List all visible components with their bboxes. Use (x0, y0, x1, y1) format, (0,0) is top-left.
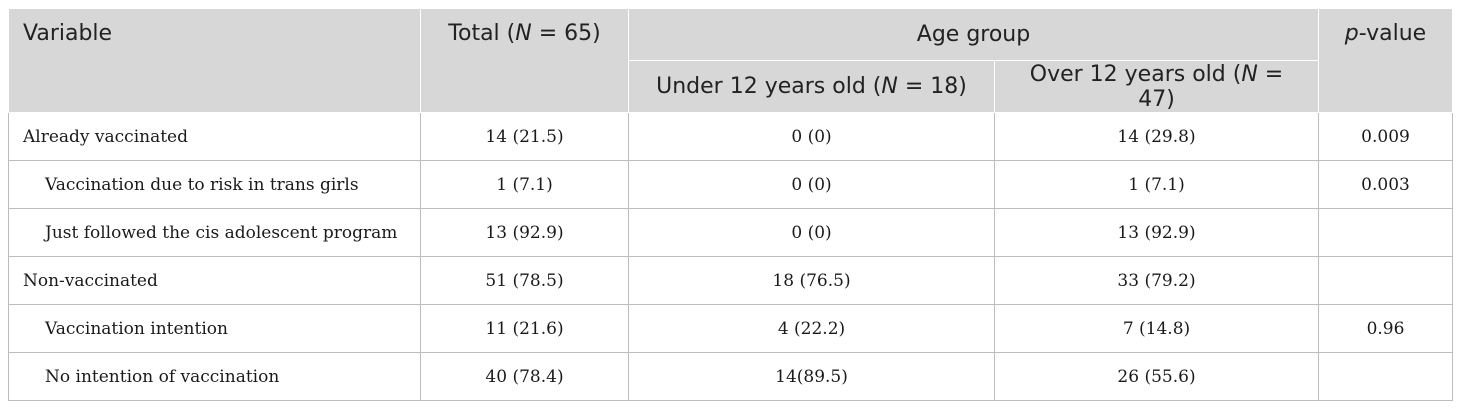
cell-under-12: 18 (76.5) (628, 256, 995, 305)
table-row: Non-vaccinated 51 (78.5) 18 (76.5) 33 (7… (8, 256, 1453, 305)
cell-over-12: 26 (55.6) (994, 352, 1319, 401)
header-age-group: Age group (628, 8, 1319, 61)
row-label: Already vaccinated (8, 112, 421, 161)
cell-p-value: 0.96 (1318, 304, 1453, 353)
header-variable: Variable (8, 8, 421, 113)
table-row: Vaccination due to risk in trans girls 1… (8, 160, 1453, 209)
cell-under-12: 0 (0) (628, 112, 995, 161)
cell-total: 51 (78.5) (420, 256, 629, 305)
header-row-2: Under 12 years old (N = 18) Over 12 year… (9, 60, 1453, 113)
row-label: Vaccination intention (8, 304, 421, 353)
header-p-value: p-value (1318, 8, 1453, 113)
cell-under-12: 4 (22.2) (628, 304, 995, 353)
header-row-1: Variable Total (N = 65) Age group p-valu… (8, 8, 1453, 113)
header-under-12: Under 12 years old (N = 18) (628, 60, 995, 113)
cell-p-value: 0.003 (1318, 160, 1453, 209)
table-row: Already vaccinated 14 (21.5) 0 (0) 14 (2… (8, 112, 1453, 161)
cell-over-12: 14 (29.8) (994, 112, 1319, 161)
row-label: No intention of vaccination (8, 352, 421, 401)
row-label: Vaccination due to risk in trans girls (8, 160, 421, 209)
cell-p-value (1318, 208, 1453, 257)
cell-over-12: 7 (14.8) (994, 304, 1319, 353)
header-total: Total (N = 65) (420, 8, 629, 113)
cell-total: 14 (21.5) (420, 112, 629, 161)
vaccination-table: Variable Total (N = 65) Age group p-valu… (8, 8, 1453, 401)
table-header: Variable Total (N = 65) Age group p-valu… (8, 8, 1453, 113)
row-label: Non-vaccinated (8, 256, 421, 305)
cell-under-12: 0 (0) (628, 208, 995, 257)
cell-p-value: 0.009 (1318, 112, 1453, 161)
cell-total: 13 (92.9) (420, 208, 629, 257)
table-row: No intention of vaccination 40 (78.4) 14… (8, 352, 1453, 401)
data-table-container: Variable Total (N = 65) Age group p-valu… (8, 8, 1453, 401)
cell-total: 1 (7.1) (420, 160, 629, 209)
cell-total: 11 (21.6) (420, 304, 629, 353)
cell-p-value (1318, 352, 1453, 401)
cell-over-12: 1 (7.1) (994, 160, 1319, 209)
cell-over-12: 33 (79.2) (994, 256, 1319, 305)
cell-under-12: 14(89.5) (628, 352, 995, 401)
row-label: Just followed the cis adolescent program (8, 208, 421, 257)
cell-under-12: 0 (0) (628, 160, 995, 209)
table-row: Just followed the cis adolescent program… (8, 208, 1453, 257)
cell-p-value (1318, 256, 1453, 305)
cell-total: 40 (78.4) (420, 352, 629, 401)
table-body: Already vaccinated 14 (21.5) 0 (0) 14 (2… (8, 112, 1453, 401)
header-over-12: Over 12 years old (N = 47) (994, 60, 1319, 113)
table-row: Vaccination intention 11 (21.6) 4 (22.2)… (8, 304, 1453, 353)
cell-over-12: 13 (92.9) (994, 208, 1319, 257)
